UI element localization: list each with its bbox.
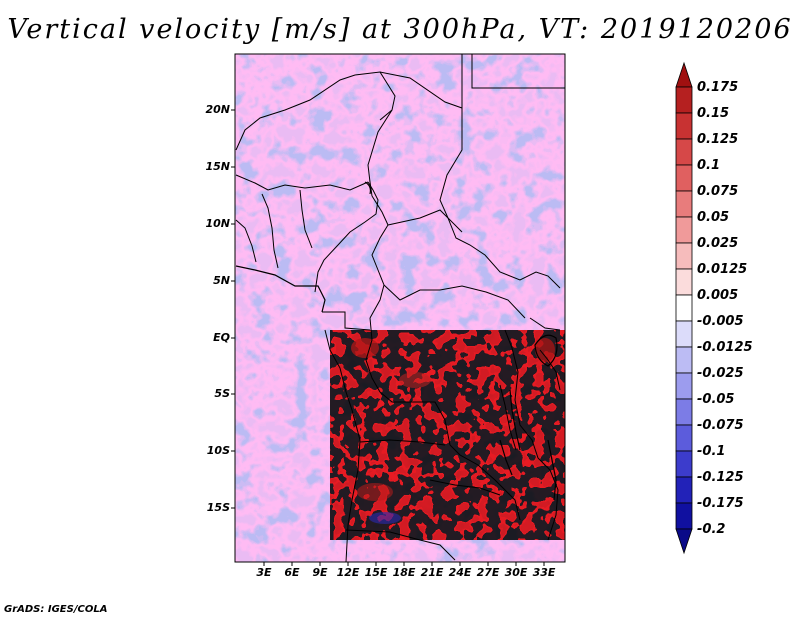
colorbar-segment [675,86,693,114]
map-frame [234,53,566,563]
lon-tick-label: 18E [392,566,416,579]
colorbar-segment [675,372,693,400]
colorbar-label: -0.1 [697,444,726,459]
lon-tick-label: 24E [448,566,472,579]
lat-tick-label: 15S [206,501,230,514]
chart-title: Vertical velocity [m/s] at 300hPa, VT: 2… [7,14,793,45]
lon-tick-label: 9E [312,566,328,579]
colorbar-label: -0.025 [697,366,744,381]
updraft-patches [330,330,565,540]
colorbar-label: 0.1 [697,158,721,173]
colorbar-segment [675,424,693,452]
colorbar-label: 0.125 [697,132,739,147]
colorbar-label: -0.075 [697,418,744,433]
colorbar [675,61,693,555]
colorbar-label: 0.025 [697,236,739,251]
colorbar-label: 0.075 [697,184,739,199]
colorbar-segment [675,164,693,192]
colorbar-segment [675,502,693,530]
colorbar-segment [675,190,693,218]
colorbar-label: -0.0125 [697,340,753,355]
lat-tick-label: 5S [214,387,230,400]
colorbar-label: -0.05 [697,392,735,407]
lon-tick-label: 30E [504,566,528,579]
lat-tick-label: 10N [205,217,230,230]
lon-tick-label: 3E [256,566,272,579]
colorbar-label: -0.175 [697,496,744,511]
lakes [235,181,558,501]
colorbar-label: 0.175 [697,80,739,95]
lon-tick-label: 33E [532,566,556,579]
lat-tick-label: 20N [205,103,230,116]
colorbar-segment [675,268,693,296]
colorbar-segment [675,138,693,166]
colorbar-segment [675,476,693,504]
colorbar-label: 0.0125 [697,262,748,277]
lon-tick-label: 6E [284,566,300,579]
lon-tick-label: 21E [420,566,444,579]
axis-ticks [231,109,545,566]
colorbar-label: -0.2 [697,522,726,537]
lon-tick-label: 12E [336,566,360,579]
lon-tick-label: 15E [364,566,388,579]
colorbar-segment [675,320,693,348]
lat-tick-label: 10S [206,444,230,457]
colorbar-segment [675,346,693,374]
lat-tick-label: 5N [213,274,230,287]
colorbar-segment [675,112,693,140]
colorbar-label: -0.005 [697,314,744,329]
lat-tick-label: 15N [205,160,230,173]
grads-credit: GrADS: IGES/COLA [4,604,108,615]
colorbar-label: 0.005 [697,288,739,303]
colorbar-segment [675,216,693,244]
colorbar-segment [675,294,693,322]
lat-tick-label: EQ [213,331,230,344]
colorbar-label: 0.05 [697,210,730,225]
colorbar-label: -0.125 [697,470,744,485]
colorbar-label: 0.15 [697,106,730,121]
colorbar-top-arrow [675,61,693,88]
colorbar-segment [675,398,693,426]
colorbar-segment [675,242,693,270]
country-borders [235,54,565,562]
lon-tick-label: 27E [476,566,500,579]
colorbar-bottom-arrow [675,528,693,555]
colorbar-segment [675,450,693,478]
